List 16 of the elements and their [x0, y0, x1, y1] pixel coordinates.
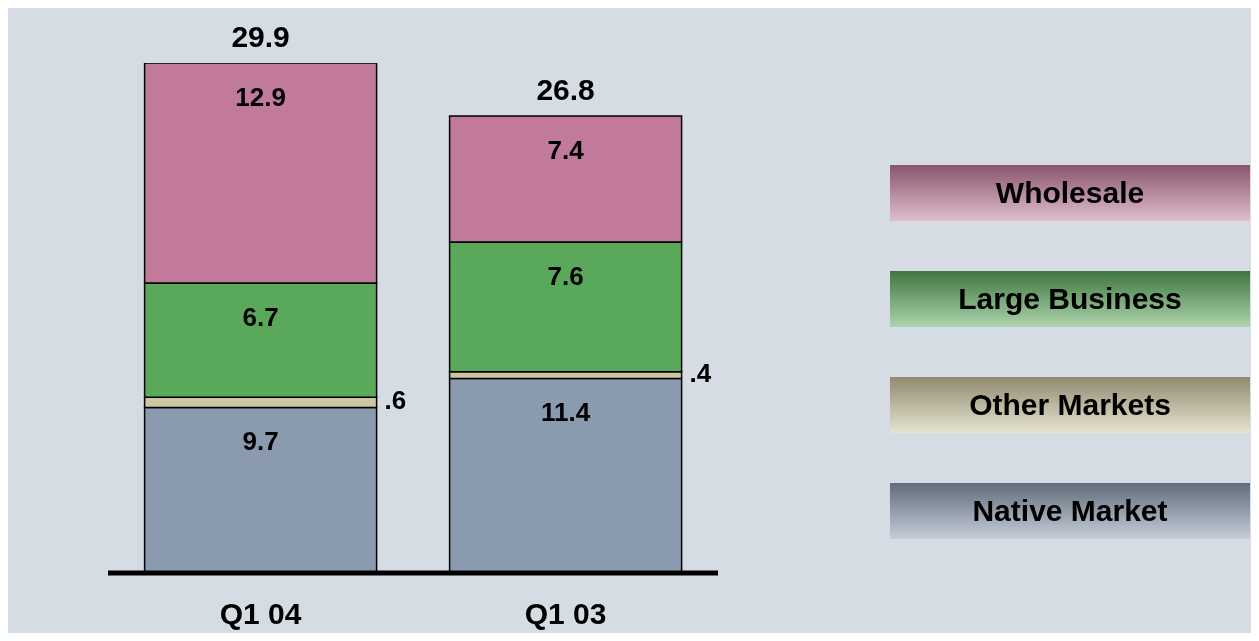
total-label: 29.9 [231, 20, 290, 53]
x-tick-label: Q1 04 [219, 597, 302, 631]
data-label: .6 [384, 385, 407, 416]
data-label: 6.7 [242, 301, 279, 332]
data-label: 9.7 [242, 426, 279, 457]
total-label: 26.8 [536, 72, 595, 106]
data-label: 12.9 [235, 81, 286, 112]
x-tick-label: Q1 03 [524, 597, 607, 631]
text: Large Business [890, 271, 1250, 327]
data-label: 7.6 [547, 260, 584, 291]
text: Other Markets [890, 377, 1250, 433]
text: Wholesale [890, 165, 1250, 221]
data-label: 11.4 [541, 397, 591, 428]
data-label: .4 [689, 358, 712, 389]
data-label: 7.4 [547, 134, 585, 165]
text: Native Market [890, 483, 1250, 539]
